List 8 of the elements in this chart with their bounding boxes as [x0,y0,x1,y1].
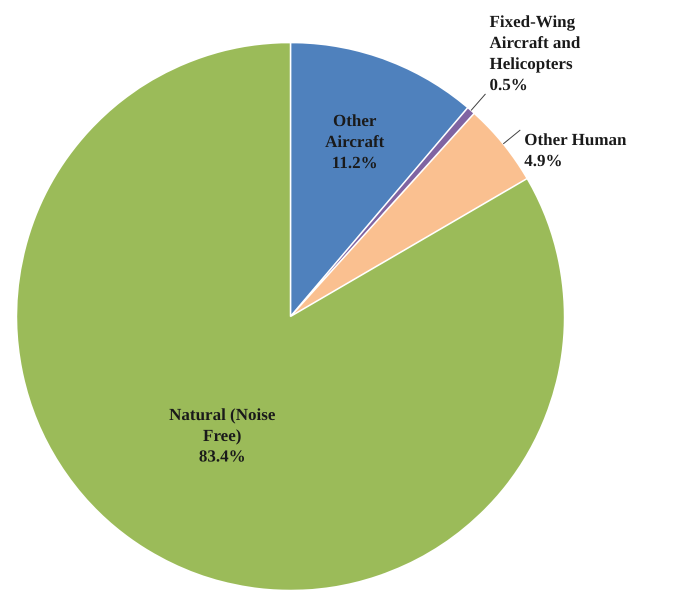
slice-label: Other Human [524,130,627,150]
data-label: 83.4% [198,446,246,466]
data-label: 0.5% [489,74,528,94]
slice-label: Natural (Noise Free) [169,404,276,445]
data-label: 4.9% [524,150,563,170]
data-label: 11.2% [332,152,378,172]
slice-label: Fixed-Wing Aircraft and Helicopters [489,12,581,74]
slice-label: Other Aircraft [325,111,385,152]
